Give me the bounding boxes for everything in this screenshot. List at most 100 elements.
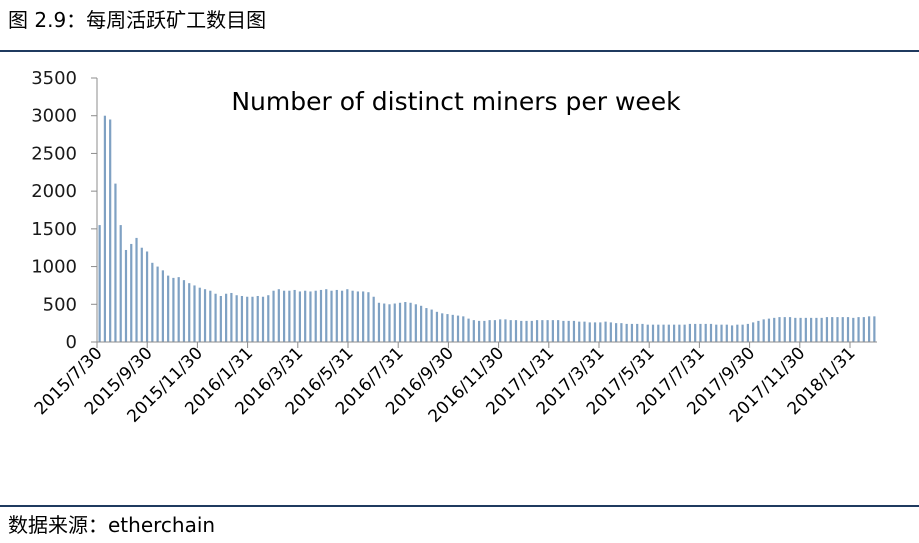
bar-5 (124, 249, 128, 342)
bar-144 (857, 317, 860, 342)
bar-61 (420, 305, 423, 342)
bar-7 (135, 237, 138, 342)
bar-83 (535, 320, 539, 342)
bar-11 (156, 266, 159, 342)
bar-36 (288, 290, 291, 342)
bar-73 (483, 320, 486, 342)
bar-116 (709, 323, 713, 342)
bottom-rule (0, 505, 919, 507)
bar-105 (651, 324, 655, 342)
bar-147 (873, 316, 876, 342)
bar-103 (641, 323, 644, 342)
bar-114 (699, 323, 702, 342)
bar-3 (114, 183, 117, 342)
bar-44 (330, 290, 333, 342)
bar-127 (767, 318, 771, 342)
bar-142 (846, 317, 850, 342)
bar-128 (773, 317, 776, 342)
bar-51 (367, 292, 370, 342)
bars-group (98, 115, 876, 343)
bar-78 (509, 320, 512, 342)
bar-32 (267, 295, 270, 342)
y-tick-label-2: 1000 (31, 257, 77, 278)
bar-67 (451, 314, 454, 342)
bar-139 (831, 317, 834, 342)
y-tick-label-5: 2500 (31, 143, 77, 164)
bar-2 (109, 119, 112, 343)
bar-28 (246, 296, 249, 342)
bar-96 (604, 321, 607, 342)
bar-26 (235, 295, 238, 342)
bar-55 (388, 304, 391, 342)
bar-100 (625, 323, 628, 342)
bar-138 (825, 317, 829, 342)
bar-21 (209, 290, 212, 342)
bar-9 (145, 251, 149, 342)
bar-1 (103, 115, 107, 343)
bar-33 (272, 290, 275, 342)
bar-47 (346, 289, 349, 342)
bar-60 (414, 304, 417, 342)
bar-74 (488, 320, 491, 342)
miners-bar-chart: Number of distinct miners per week 0 500 1… (31, 68, 877, 427)
bar-39 (304, 290, 307, 342)
bar-50 (362, 291, 365, 342)
bar-125 (757, 320, 760, 342)
bar-81 (525, 320, 528, 342)
bar-54 (383, 303, 386, 342)
bar-42 (319, 289, 323, 342)
bar-109 (672, 324, 676, 342)
bar-52 (372, 296, 375, 342)
bar-92 (583, 321, 586, 342)
bar-101 (630, 323, 634, 342)
source-note: 数据来源：etherchain (8, 513, 216, 537)
bar-112 (688, 323, 692, 342)
y-tick-label-1: 500 (43, 294, 77, 315)
y-tick-label-4: 2000 (31, 181, 77, 202)
bar-132 (794, 317, 797, 342)
y-tick-label-0: 0 (66, 332, 77, 353)
bar-29 (251, 296, 254, 342)
bar-14 (172, 277, 175, 342)
bar-72 (477, 320, 481, 342)
bar-111 (683, 324, 686, 342)
bar-108 (667, 324, 670, 342)
bar-137 (820, 317, 823, 342)
bar-130 (783, 317, 786, 342)
bar-76 (499, 319, 502, 342)
bar-71 (472, 320, 475, 342)
bar-107 (662, 324, 665, 342)
bar-40 (309, 291, 312, 342)
bar-46 (340, 290, 344, 342)
bar-53 (377, 302, 381, 342)
bar-24 (225, 293, 228, 342)
bar-117 (715, 324, 718, 342)
bar-49 (356, 291, 359, 342)
bar-27 (240, 295, 244, 342)
bar-123 (746, 323, 749, 342)
bar-0 (98, 225, 101, 342)
bar-30 (256, 295, 259, 342)
y-tick-label-3: 1500 (31, 219, 77, 240)
bar-95 (599, 322, 602, 342)
y-tick-label-6: 3000 (31, 106, 77, 127)
bar-99 (620, 323, 623, 342)
bar-79 (514, 320, 518, 342)
bar-23 (219, 295, 222, 342)
bar-104 (646, 324, 649, 342)
x-axis: 2015/7/302015/9/302015/11/302016/1/31201… (31, 341, 877, 427)
bar-126 (762, 319, 765, 342)
bar-118 (720, 324, 723, 342)
bar-8 (140, 247, 143, 342)
bar-20 (203, 289, 207, 342)
bar-69 (462, 316, 465, 342)
bar-18 (193, 285, 196, 342)
bar-140 (836, 317, 839, 342)
bar-135 (810, 317, 813, 342)
bar-119 (725, 324, 728, 342)
bar-98 (615, 323, 618, 342)
bar-66 (446, 314, 449, 342)
bar-25 (230, 292, 233, 342)
bar-58 (404, 302, 407, 342)
bar-70 (467, 318, 470, 342)
